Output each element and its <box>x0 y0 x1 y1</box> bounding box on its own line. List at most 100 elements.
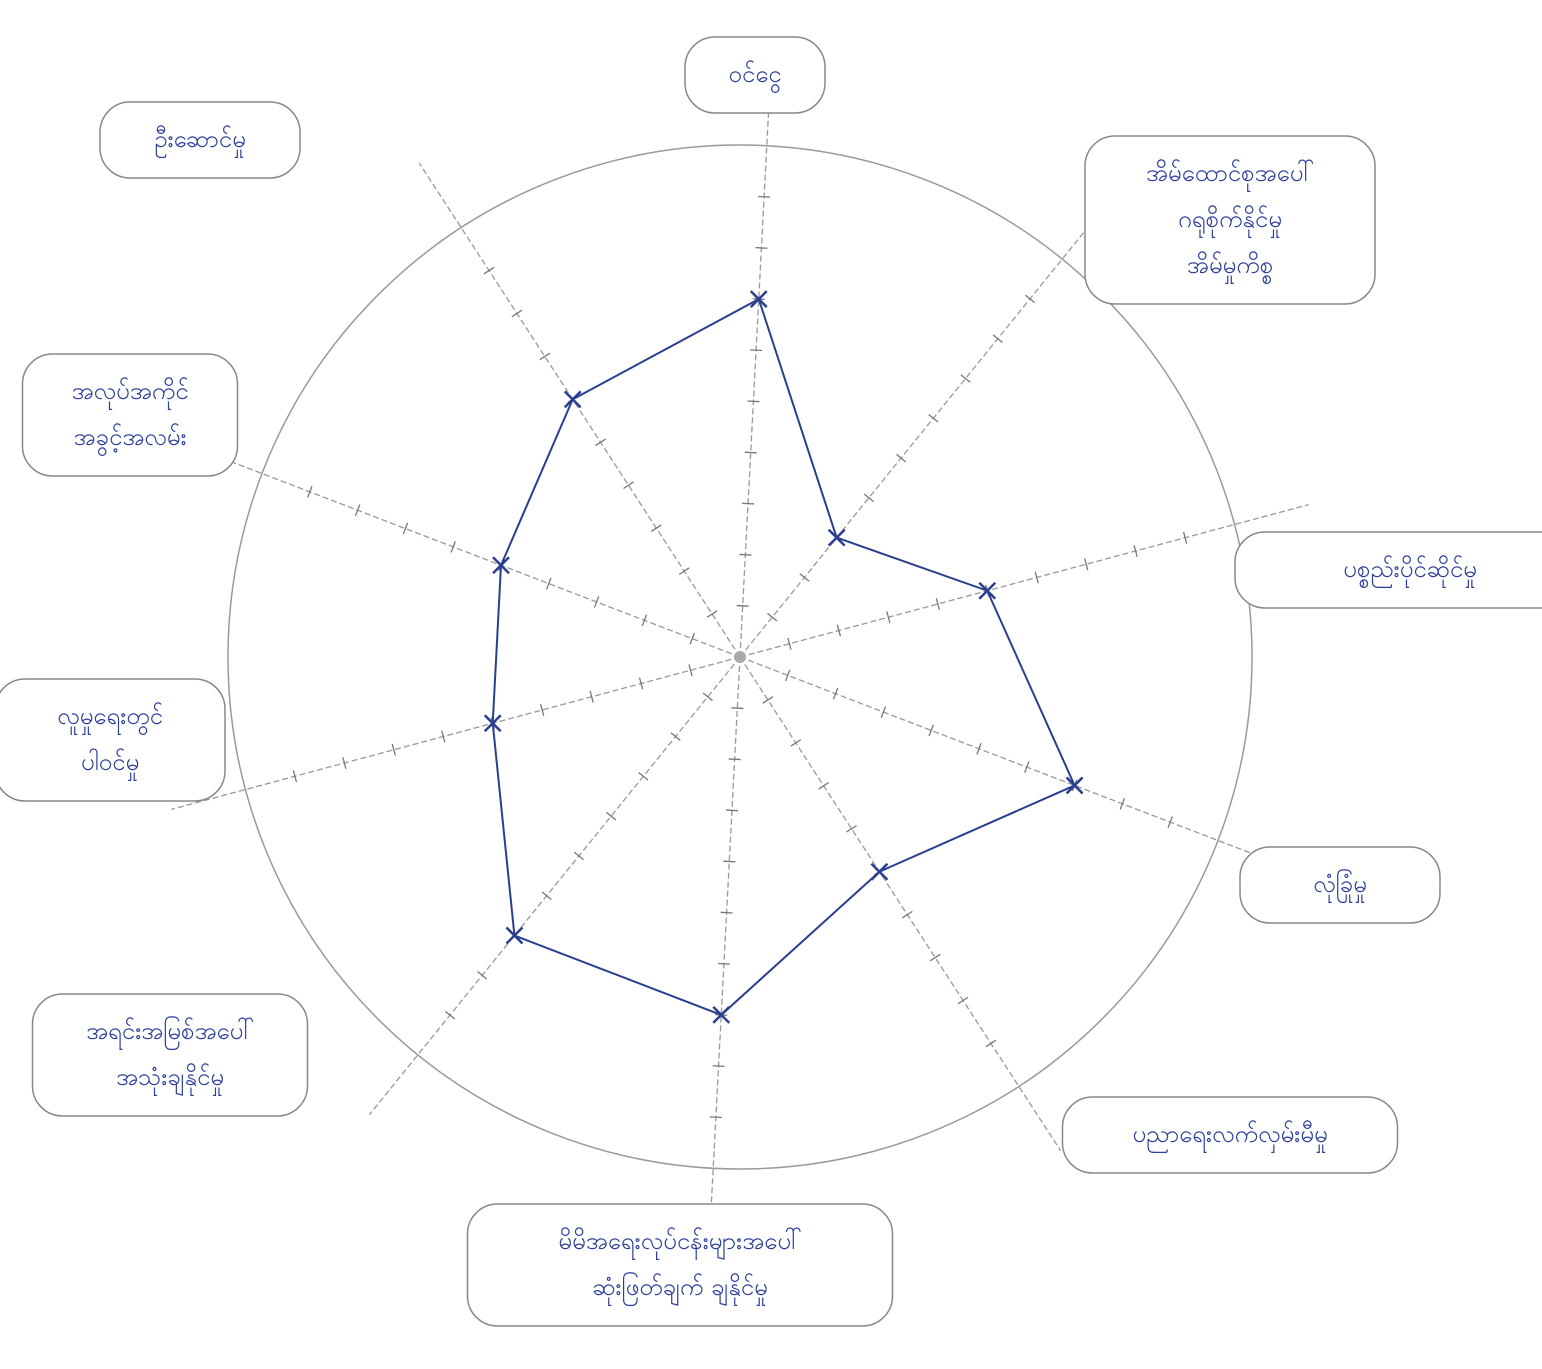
label-bubble <box>1239 846 1441 924</box>
tick-mark <box>678 567 690 575</box>
tick-mark <box>539 352 551 361</box>
label-bubble <box>99 101 301 179</box>
tick-mark <box>706 610 718 618</box>
tick-mark <box>747 400 760 403</box>
tick-mark <box>641 614 648 627</box>
tick-mark <box>595 438 606 447</box>
data-point <box>483 714 502 733</box>
tick-mark <box>1024 761 1030 773</box>
tick-mark <box>402 522 409 535</box>
data-point <box>978 581 997 600</box>
tick-mark <box>1034 571 1039 584</box>
axis-label: လုံခြုံမှု <box>1313 868 1367 903</box>
tick-mark <box>928 724 934 737</box>
tick-mark <box>863 493 874 503</box>
tick-mark <box>739 553 752 556</box>
tick-mark <box>638 772 649 781</box>
tick-mark <box>483 266 495 275</box>
tick-mark <box>736 604 749 607</box>
tick-mark <box>717 962 730 965</box>
tick-mark <box>1084 558 1089 571</box>
axis-label: အသုံးချနိုင်မှု <box>116 1062 224 1096</box>
tick-mark <box>744 451 757 454</box>
tick-mark <box>758 195 771 198</box>
tick-mark <box>689 632 695 645</box>
label-bubble <box>21 353 239 477</box>
tick-mark <box>354 504 361 517</box>
tick-mark <box>799 573 810 582</box>
spoke <box>739 656 1290 869</box>
tick-mark <box>742 502 755 505</box>
tick-mark <box>728 758 741 761</box>
tick-mark <box>573 851 584 861</box>
tick-mark <box>985 1039 997 1048</box>
tick-mark <box>846 824 857 833</box>
tick-mark <box>1119 797 1126 810</box>
tick-mark <box>541 891 552 901</box>
tick-mark <box>928 413 939 423</box>
label-bubble <box>0 678 226 802</box>
center <box>734 651 746 663</box>
tick-mark <box>787 637 792 650</box>
axis-label-box: ပညာရေးလက်လှမ်းမီမှု <box>1061 1096 1399 1174</box>
axis-label-box: ဦးဆောင်မှု <box>99 101 301 179</box>
spoke <box>739 199 1112 658</box>
tick-mark <box>606 811 617 821</box>
spoke <box>368 656 741 1115</box>
tick-mark <box>702 692 713 702</box>
axis-label: ပါဝင်မှု <box>81 747 139 781</box>
spoke <box>418 162 741 658</box>
tick-mark <box>880 706 887 718</box>
tick-mark <box>709 1116 722 1119</box>
data-point <box>827 528 846 547</box>
tick-mark <box>511 309 523 318</box>
tick-mark <box>638 677 644 690</box>
axis-label-box: အလုပ်အကိုင်အခွင့်အလမ်း <box>21 353 239 477</box>
data-point <box>712 1006 731 1024</box>
tick-mark <box>444 1010 456 1020</box>
tick-mark <box>720 911 733 914</box>
tick-mark <box>623 481 634 490</box>
label-bubble <box>1061 1096 1399 1174</box>
tick-mark <box>307 486 313 498</box>
tick-mark <box>836 624 842 637</box>
tick-mark <box>832 687 839 700</box>
tick-mark <box>1024 294 1036 304</box>
axis-label-box: ဝင်ငွေ <box>684 36 826 114</box>
axis-label-box: ပစ္စည်းပိုင်ဆိုင်မှု <box>1234 531 1542 609</box>
tick-mark <box>546 577 552 590</box>
axis-label-box: အိမ်ထောင်စုအပေါ်ဂရုစိုက်နိုင်မှုအိမ်မှုက… <box>1084 135 1376 305</box>
label-bubble <box>1084 135 1376 305</box>
tick-mark <box>589 690 594 703</box>
tick-mark <box>450 541 456 553</box>
axis-label-box: လုံခြုံမှု <box>1239 846 1441 924</box>
label-bubble <box>684 36 826 114</box>
tick-mark <box>1167 816 1173 828</box>
tick-mark <box>896 453 907 463</box>
spoke <box>739 656 1062 1152</box>
axis-label: ပစ္စည်းပိုင်ဆိုင်မှု <box>1343 554 1477 588</box>
tick-mark <box>650 524 662 532</box>
tick-mark <box>441 730 446 743</box>
axis-label-box: လူမှုရေးတွင်ပါဝင်မှု <box>0 678 226 802</box>
axis-label: အလုပ်အကိုင် <box>71 376 188 410</box>
tick-mark <box>391 743 396 756</box>
label-bubble <box>1234 531 1542 609</box>
axis-label: ဆုံးဖြတ်ချက် ချနိုင်မှု <box>592 1271 768 1306</box>
label-bubble <box>31 993 309 1117</box>
tick-mark <box>818 782 830 790</box>
data-point <box>563 390 582 409</box>
tick-mark <box>935 598 941 610</box>
axis-label: ဦးဆောင်မှု <box>154 124 246 158</box>
axis-label: မိမိအရေးလုပ်ငန်းများအပေါ် <box>558 1226 801 1260</box>
tick-mark <box>755 246 768 249</box>
axis-label-box: မိမိအရေးလုပ်ငန်းများအပေါ်ဆုံးဖြတ်ချက် ချ… <box>466 1203 894 1327</box>
data-point <box>870 862 889 881</box>
tick-mark <box>886 611 891 624</box>
outer-circle <box>227 144 1253 1170</box>
spoke <box>190 445 741 658</box>
tick-mark <box>785 669 791 682</box>
axis-label: အရင်းအမြစ်အပေါ် <box>86 1015 254 1050</box>
tick-mark <box>688 664 693 677</box>
